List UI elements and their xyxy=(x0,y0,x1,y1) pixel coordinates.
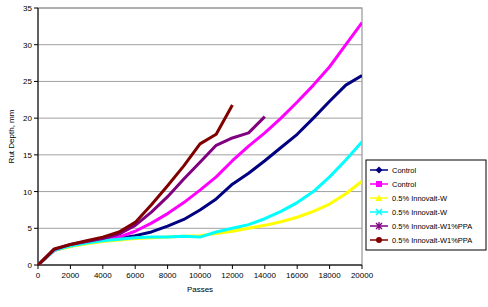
y-tick xyxy=(34,44,38,45)
grid-line xyxy=(38,154,362,155)
x-tick-label: 20000 xyxy=(351,271,374,280)
x-tick xyxy=(102,265,103,269)
legend: Control Control 0.5% Innovalt-W 0.5% Innova… xyxy=(366,160,486,250)
series-line xyxy=(38,105,232,265)
y-tick xyxy=(34,81,38,82)
x-axis xyxy=(38,265,362,266)
x-tick xyxy=(70,265,71,269)
y-tick xyxy=(34,228,38,229)
y-axis-label: Rut Depth, mm xyxy=(7,109,16,163)
y-tick xyxy=(34,8,38,9)
y-tick-label: 20 xyxy=(23,114,32,123)
x-tick xyxy=(200,265,201,269)
x-tick-label: 2000 xyxy=(62,271,80,280)
legend-label: 0.5% Innovalt-W xyxy=(392,208,448,217)
x-tick xyxy=(38,265,39,269)
x-tick xyxy=(362,265,363,269)
x-axis-label: Passes xyxy=(187,285,213,294)
x-tick xyxy=(232,265,233,269)
grid-line xyxy=(38,265,362,266)
series-line xyxy=(38,181,362,265)
legend-marker xyxy=(376,195,383,202)
x-tick xyxy=(329,265,330,269)
x-tick-label: 12000 xyxy=(221,271,244,280)
legend-marker xyxy=(376,167,383,174)
legend-label: Control xyxy=(392,180,417,189)
legend-label: 0.5% Innovalt-W1%PPA xyxy=(392,222,472,231)
x-tick-label: 14000 xyxy=(254,271,277,280)
legend-label: 0.5% Innovalt-W1%PPA xyxy=(392,236,472,245)
x-tick-label: 6000 xyxy=(126,271,144,280)
y-tick-label: 0 xyxy=(28,261,33,270)
y-tick xyxy=(34,265,38,266)
series-group xyxy=(38,23,362,265)
y-tick-label: 35 xyxy=(23,4,32,13)
series-line xyxy=(38,23,362,265)
legend-marker xyxy=(376,209,382,215)
x-tick xyxy=(135,265,136,269)
legend-label: 0.5% Innovalt-W xyxy=(392,194,448,203)
legend-box xyxy=(366,160,486,250)
y-tick-label: 15 xyxy=(23,151,32,160)
y-tick-label: 10 xyxy=(23,188,32,197)
x-tick xyxy=(297,265,298,269)
grid-line xyxy=(38,81,362,82)
y-tick xyxy=(34,118,38,119)
legend-marker xyxy=(376,237,382,243)
plot-area xyxy=(38,8,362,265)
x-tick-label: 4000 xyxy=(94,271,112,280)
x-tick xyxy=(167,265,168,269)
chart: 0 5 10 15 20 25 30 35 0 2000 4000 6000 8000 10000 1200… xyxy=(0,0,488,307)
y-tick-label: 25 xyxy=(23,77,32,86)
y-axis xyxy=(38,8,39,265)
x-tick-label: 0 xyxy=(36,271,41,280)
x-tick xyxy=(264,265,265,269)
grid-line xyxy=(38,44,362,45)
series-line xyxy=(38,76,362,265)
legend-marker xyxy=(376,222,382,230)
y-tick-label: 5 xyxy=(28,224,33,233)
y-tick xyxy=(34,191,38,192)
x-tick-label: 8000 xyxy=(159,271,177,280)
x-tick-label: 18000 xyxy=(318,271,341,280)
grid-line xyxy=(38,228,362,229)
y-tick-label: 30 xyxy=(23,41,32,50)
x-tick-label: 10000 xyxy=(189,271,212,280)
legend-label: Control xyxy=(392,166,417,175)
legend-marker xyxy=(376,181,382,187)
y-tick xyxy=(34,154,38,155)
grid-line xyxy=(38,8,362,9)
x-tick-label: 16000 xyxy=(286,271,309,280)
